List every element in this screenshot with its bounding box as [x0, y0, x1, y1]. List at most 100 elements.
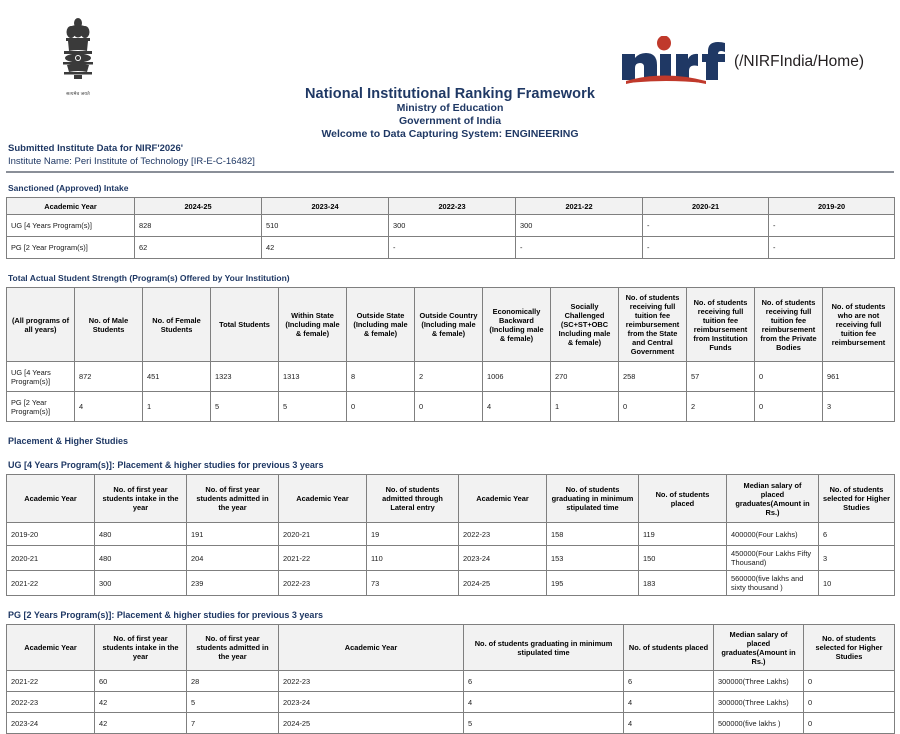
cell: 1323: [210, 361, 279, 392]
cell: 2021-22: [6, 670, 95, 692]
cell: 4: [623, 712, 714, 734]
col-header: Socially Challenged (SC+ST+OBC Including…: [550, 287, 619, 362]
cell: 961: [822, 361, 895, 392]
table-row: UG [4 Years Program(s)] 872 451 1323 131…: [6, 361, 895, 392]
cell: 239: [186, 570, 279, 596]
cell: PG [2 Year Program(s)]: [6, 236, 135, 259]
col-header: No. of students placed: [623, 624, 714, 671]
cell: 0: [346, 391, 415, 422]
cell: 300000(Three Lakhs): [713, 670, 804, 692]
cell: 2: [414, 361, 483, 392]
cell: 480: [94, 522, 187, 546]
cell: 42: [94, 712, 187, 734]
col-header: No. of students placed: [638, 474, 727, 523]
col-header: Academic Year: [278, 624, 464, 671]
page-header: सत्यमेव जयते National Institutional Rank…: [6, 0, 894, 140]
cell: UG [4 Years Program(s)]: [6, 214, 135, 237]
table-row: 2021-22 300 239 2022-23 73 2024-25 195 1…: [6, 570, 895, 596]
cell: 2020-21: [6, 545, 95, 571]
cell: 8: [346, 361, 415, 392]
cell: -: [768, 236, 895, 259]
cell: 828: [134, 214, 262, 237]
col-header: 2021-22: [515, 197, 643, 215]
col-header: Total Students: [210, 287, 279, 362]
cell: 158: [546, 522, 639, 546]
table-row: 2023-24 42 7 2024-25 5 4 500000(five lak…: [6, 712, 895, 734]
cell: 2022-23: [278, 670, 464, 692]
cell: 872: [74, 361, 143, 392]
submitted-heading: Submitted Institute Data for NIRF'2026': [8, 143, 184, 154]
cell: 300: [515, 214, 643, 237]
table-row: 2021-22 60 28 2022-23 6 6 300000(Three L…: [6, 670, 895, 692]
cell: 0: [618, 391, 687, 422]
section-title-sanctioned: Sanctioned (Approved) Intake: [8, 183, 129, 193]
ug-placement-table: Academic Year No. of first year students…: [6, 474, 895, 596]
table-row: 2022-23 42 5 2023-24 4 4 300000(Three La…: [6, 691, 895, 713]
cell: 4: [623, 691, 714, 713]
col-header: Median salary of placed graduates(Amount…: [726, 474, 819, 523]
cell: 5: [463, 712, 624, 734]
col-header: Academic Year: [458, 474, 547, 523]
table-row: PG [2 Year Program(s)] 4 1 5 5 0 0 4 1 0…: [6, 391, 895, 422]
cell: 204: [186, 545, 279, 571]
cell: 6: [463, 670, 624, 692]
col-header: No. of students receiving full tuition f…: [686, 287, 755, 362]
cell: 5: [210, 391, 279, 422]
col-header: No. of students admitted through Lateral…: [366, 474, 459, 523]
nirf-home-link[interactable]: (/NIRFIndia/Home): [618, 35, 864, 88]
cell: 4: [74, 391, 143, 422]
cell: 73: [366, 570, 459, 596]
cell: 2024-25: [458, 570, 547, 596]
cell: 195: [546, 570, 639, 596]
title-line-4: Welcome to Data Capturing System: ENGINE…: [321, 128, 579, 140]
cell: 2023-24: [278, 691, 464, 713]
table-header-row: Academic Year 2024-25 2023-24 2022-23 20…: [6, 197, 895, 215]
pg-placement-table: Academic Year No. of first year students…: [6, 624, 895, 734]
cell: 2019-20: [6, 522, 95, 546]
table-header-row: Academic Year No. of first year students…: [6, 474, 895, 523]
cell: 2022-23: [278, 570, 367, 596]
col-header: No. of students receiving full tuition f…: [618, 287, 687, 362]
cell: 560000(five lakhs and sixty thousand ): [726, 570, 819, 596]
cell: 60: [94, 670, 187, 692]
cell: 5: [278, 391, 347, 422]
cell: -: [515, 236, 643, 259]
col-header: Academic Year: [278, 474, 367, 523]
cell: 10: [818, 570, 895, 596]
nirf-link-label[interactable]: (/NIRFIndia/Home): [733, 53, 864, 70]
col-header: No. of Male Students: [74, 287, 143, 362]
cell: 3: [818, 545, 895, 571]
cell: 42: [261, 236, 389, 259]
nirf-logo-icon[interactable]: [618, 35, 726, 88]
col-header: No. of first year students intake in the…: [94, 474, 187, 523]
header-divider: [6, 171, 894, 173]
cell: 0: [754, 391, 823, 422]
cell: 300: [94, 570, 187, 596]
cell: UG [4 Years Program(s)]: [6, 361, 75, 392]
col-header: No. of students receiving full tuition f…: [754, 287, 823, 362]
cell: -: [642, 214, 769, 237]
cell: 2022-23: [6, 691, 95, 713]
col-header: No. of students graduating in minimum st…: [463, 624, 624, 671]
cell: 300000(Three Lakhs): [713, 691, 804, 713]
page-title: National Institutional Ranking Framework…: [6, 86, 894, 141]
section-title-strength: Total Actual Student Strength (Program(s…: [8, 273, 290, 283]
col-header: Economically Backward (Including male & …: [482, 287, 551, 362]
cell: 2021-22: [278, 545, 367, 571]
col-header: No. of students selected for Higher Stud…: [818, 474, 895, 523]
cell: 150: [638, 545, 727, 571]
cell: 42: [94, 691, 187, 713]
col-header: Median salary of placed graduates(Amount…: [713, 624, 804, 671]
cell: 2023-24: [458, 545, 547, 571]
institute-name: Institute Name: Peri Institute of Techno…: [8, 156, 255, 167]
col-header: (All programs of all years): [6, 287, 75, 362]
col-header: Academic Year: [6, 197, 135, 215]
cell: 1: [550, 391, 619, 422]
cell: 153: [546, 545, 639, 571]
section-title-ug: UG [4 Years Program(s)]: Placement & hig…: [8, 460, 324, 470]
cell: 270: [550, 361, 619, 392]
col-header: 2020-21: [642, 197, 769, 215]
title-line-1: National Institutional Ranking Framework: [304, 86, 595, 102]
state-emblem-icon: सत्यमेव जयते: [48, 18, 108, 98]
cell: 4: [482, 391, 551, 422]
